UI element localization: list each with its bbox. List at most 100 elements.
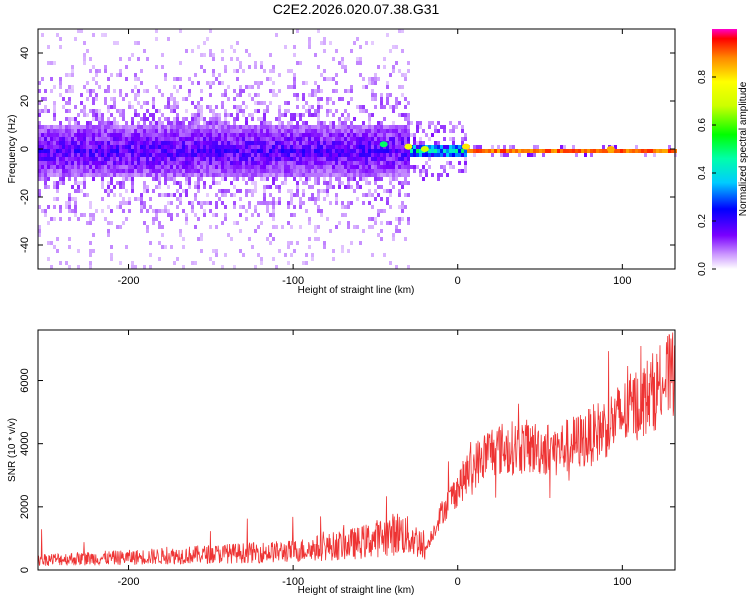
spectrogram-cell	[407, 265, 410, 269]
spectrogram-cell	[146, 129, 149, 133]
spectrogram-cell	[347, 89, 350, 93]
spectrogram-cell	[317, 169, 320, 173]
spectrogram-cell	[62, 129, 65, 133]
spectrogram-cell	[401, 205, 404, 209]
spectrogram-cell	[347, 101, 350, 105]
spectrogram-cell	[425, 169, 428, 173]
spectrogram-cell	[266, 125, 269, 129]
spectrogram-cell	[305, 101, 308, 105]
spectrogram-cell	[197, 145, 200, 149]
spectrogram-cell	[320, 209, 323, 213]
spectrogram-cell	[113, 125, 116, 129]
spectrogram-cell	[254, 109, 257, 113]
spectrogram-cell	[131, 189, 134, 193]
spectrogram-cell	[65, 101, 68, 105]
spectrogram-cell	[167, 165, 170, 169]
spectrogram-cell	[446, 153, 449, 157]
spectrogram-cell	[53, 109, 56, 113]
spectrogram-cell	[290, 141, 293, 145]
spectrogram-cell	[275, 145, 278, 149]
spectrogram-cell	[86, 161, 89, 165]
spectrogram-cell	[239, 85, 242, 89]
spectrogram-cell	[374, 137, 377, 141]
spectrogram-cell	[176, 101, 179, 105]
spectrogram-cell	[458, 149, 461, 153]
spectrogram-cell	[437, 141, 440, 145]
spectrogram-cell	[266, 209, 269, 213]
spectrogram-cell	[119, 137, 122, 141]
spectrogram-cell	[419, 137, 422, 141]
spectrogram-cell	[155, 37, 158, 41]
spectrogram-cell	[359, 61, 362, 65]
spectrogram-cell	[458, 161, 461, 165]
spectrogram-cell	[329, 137, 332, 141]
spectrogram-cell	[350, 201, 353, 205]
spectrogram-cell	[125, 157, 128, 161]
spectrogram-cell	[41, 109, 44, 113]
spectrogram-cell	[257, 165, 260, 169]
spectrogram-cell	[257, 149, 260, 153]
spectrogram-cell	[119, 141, 122, 145]
spectrogram-cell	[95, 157, 98, 161]
spectrogram-cell	[359, 173, 362, 177]
spectrogram-cell	[236, 77, 239, 81]
spectrogram-cell	[320, 137, 323, 141]
spectrogram-cell	[344, 213, 347, 217]
spectrogram-cell	[389, 137, 392, 141]
spectrogram-cell	[395, 153, 398, 157]
spectrogram-cell	[209, 85, 212, 89]
spectrogram-cell	[251, 157, 254, 161]
spectrogram-cell	[329, 169, 332, 173]
spectrogram-cell	[41, 177, 44, 181]
spectrogram-cell	[245, 117, 248, 121]
spectrogram-cell	[152, 157, 155, 161]
spectrogram-cell	[158, 177, 161, 181]
spectrogram-cell	[206, 173, 209, 177]
spectrogram-cell	[41, 33, 44, 37]
spectrogram-cell	[395, 125, 398, 129]
spectrogram-cell	[326, 97, 329, 101]
spectrogram-cell	[209, 29, 212, 33]
spectrogram-cell	[233, 205, 236, 209]
spectrogram-cell	[383, 157, 386, 161]
spectrogram-cell	[152, 117, 155, 121]
spectrogram-cell	[332, 121, 335, 125]
spectrogram-cell	[212, 129, 215, 133]
spectrogram-cell	[245, 141, 248, 145]
spectrogram-cell	[137, 141, 140, 145]
spectrogram-cell	[62, 105, 65, 109]
spectrogram-cell	[110, 173, 113, 177]
spectrogram-cell	[197, 113, 200, 117]
spectrogram-cell	[245, 189, 248, 193]
spectrogram-cell	[206, 169, 209, 173]
spectrogram-cell	[92, 153, 95, 157]
spectrogram-cell	[338, 177, 341, 181]
spectrogram-cell	[275, 265, 278, 269]
spectrogram-cell	[47, 149, 50, 153]
spectrogram-cell	[146, 57, 149, 61]
spectrogram-cell	[239, 157, 242, 161]
spectrogram-cell	[359, 137, 362, 141]
spectrogram-cell	[161, 129, 164, 133]
spectrogram-cell	[626, 149, 629, 153]
spectrogram-cell	[134, 161, 137, 165]
spectrogram-cell	[314, 197, 317, 201]
spectrogram-cell	[128, 101, 131, 105]
spectrogram-cell	[248, 149, 251, 153]
spectrogram-cell	[317, 145, 320, 149]
spectrogram-cell	[335, 49, 338, 53]
spectrogram-cell	[161, 173, 164, 177]
spectrogram-cell	[311, 169, 314, 173]
spectrogram-cell	[368, 173, 371, 177]
spectrogram-cell	[113, 137, 116, 141]
spectrogram-cell	[260, 153, 263, 157]
spectrogram-cell	[452, 145, 455, 149]
spectrogram-cell	[143, 49, 146, 53]
spectrogram-cell	[272, 65, 275, 69]
spectrogram-cell	[563, 149, 566, 153]
spectrogram-cell	[242, 89, 245, 93]
spectrogram-cell	[206, 133, 209, 137]
spectrogram-cell	[371, 149, 374, 153]
spectrogram-cell	[251, 113, 254, 117]
spectrogram-cell	[92, 129, 95, 133]
